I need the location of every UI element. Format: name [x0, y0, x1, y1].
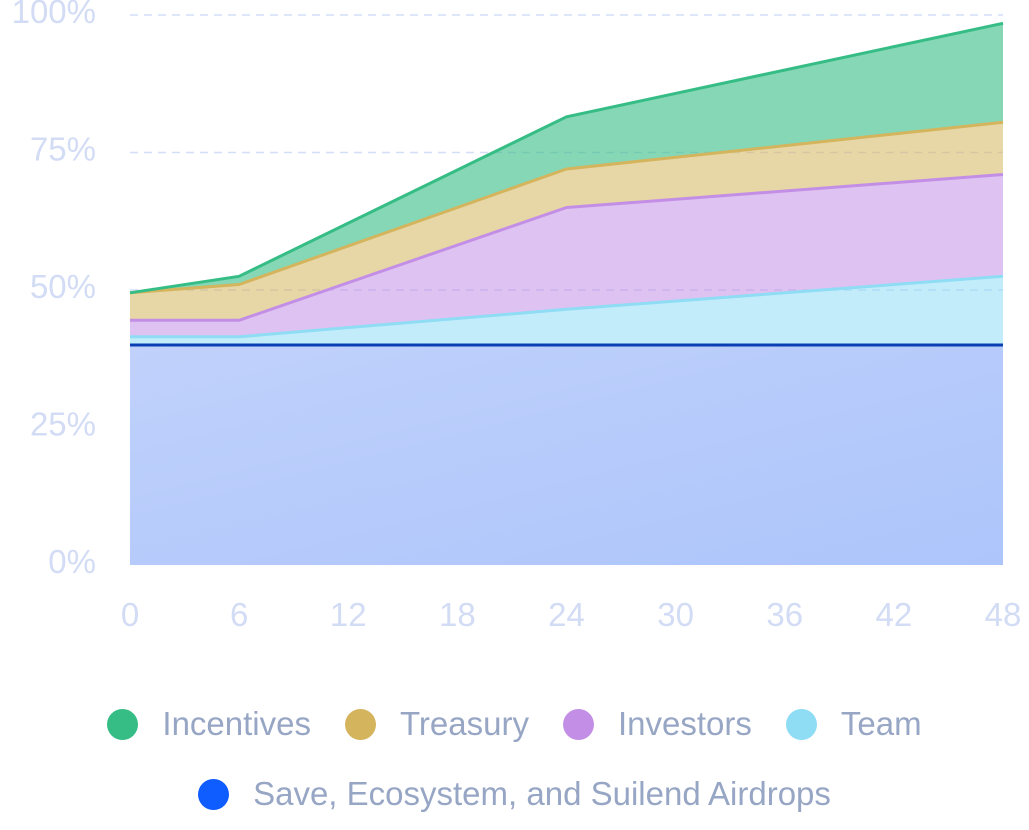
- legend-label: Treasury: [400, 705, 529, 742]
- legend-item-incentives[interactable]: Incentives: [107, 705, 311, 743]
- x-tick-label: 12: [330, 596, 367, 633]
- line-investors: [130, 173, 1004, 322]
- y-tick-label: 25%: [30, 406, 96, 443]
- x-tick-label: 24: [548, 596, 585, 633]
- y-tick-label: 100%: [12, 0, 96, 30]
- area-incentives: [130, 23, 1003, 293]
- treasury-dot-icon: [345, 708, 376, 740]
- legend-label: Investors: [617, 705, 752, 742]
- legend-item-investors[interactable]: Investors: [562, 705, 752, 743]
- legend-label: Incentives: [162, 705, 311, 742]
- legend-row-1: Incentives Treasury Investors Team: [0, 700, 1029, 748]
- area-save-ecosystem-and-suilend-airdrops: [130, 345, 1003, 565]
- x-tick-label: 48: [985, 596, 1022, 633]
- airdrops-dot-icon: [198, 778, 230, 810]
- x-tick-label: 42: [876, 596, 913, 633]
- line-incentives: [129, 21, 1004, 295]
- legend-item-team[interactable]: Team: [785, 705, 922, 743]
- y-axis-ticks: 0% 25% 50% 75% 100%: [12, 0, 96, 580]
- legend-row-2: Save, Ecosystem, and Suilend Airdrops: [0, 770, 1029, 818]
- legend-label: Team: [840, 705, 922, 742]
- legend-item-airdrops[interactable]: Save, Ecosystem, and Suilend Airdrops: [198, 775, 831, 813]
- x-tick-label: 18: [439, 596, 476, 633]
- x-axis-ticks: 0 6 12 18 24 30 36 42 48: [121, 596, 1022, 633]
- x-tick-label: 6: [230, 596, 248, 633]
- y-tick-label: 0%: [48, 543, 96, 580]
- team-dot-icon: [785, 708, 817, 740]
- line-layer: [129, 21, 1004, 347]
- legend-label: Save, Ecosystem, and Suilend Airdrops: [253, 775, 831, 812]
- area-treasury: [130, 122, 1003, 321]
- stacked-area-chart: 0% 25% 50% 75% 100% 0 6 12 18 24 30 36 42 48: [12, 0, 1022, 633]
- legend-item-treasury[interactable]: Treasury: [345, 705, 529, 743]
- x-tick-label: 30: [657, 596, 694, 633]
- line-team: [130, 274, 1004, 339]
- investors-dot-icon: [562, 708, 594, 740]
- line-treasury: [129, 120, 1004, 295]
- incentives-dot-icon: [107, 708, 139, 740]
- x-tick-label: 0: [121, 596, 139, 633]
- x-tick-label: 36: [766, 596, 803, 633]
- area-layer: [130, 23, 1003, 565]
- area-investors: [130, 174, 1003, 337]
- y-tick-label: 75%: [30, 131, 96, 168]
- y-tick-label: 50%: [30, 268, 96, 305]
